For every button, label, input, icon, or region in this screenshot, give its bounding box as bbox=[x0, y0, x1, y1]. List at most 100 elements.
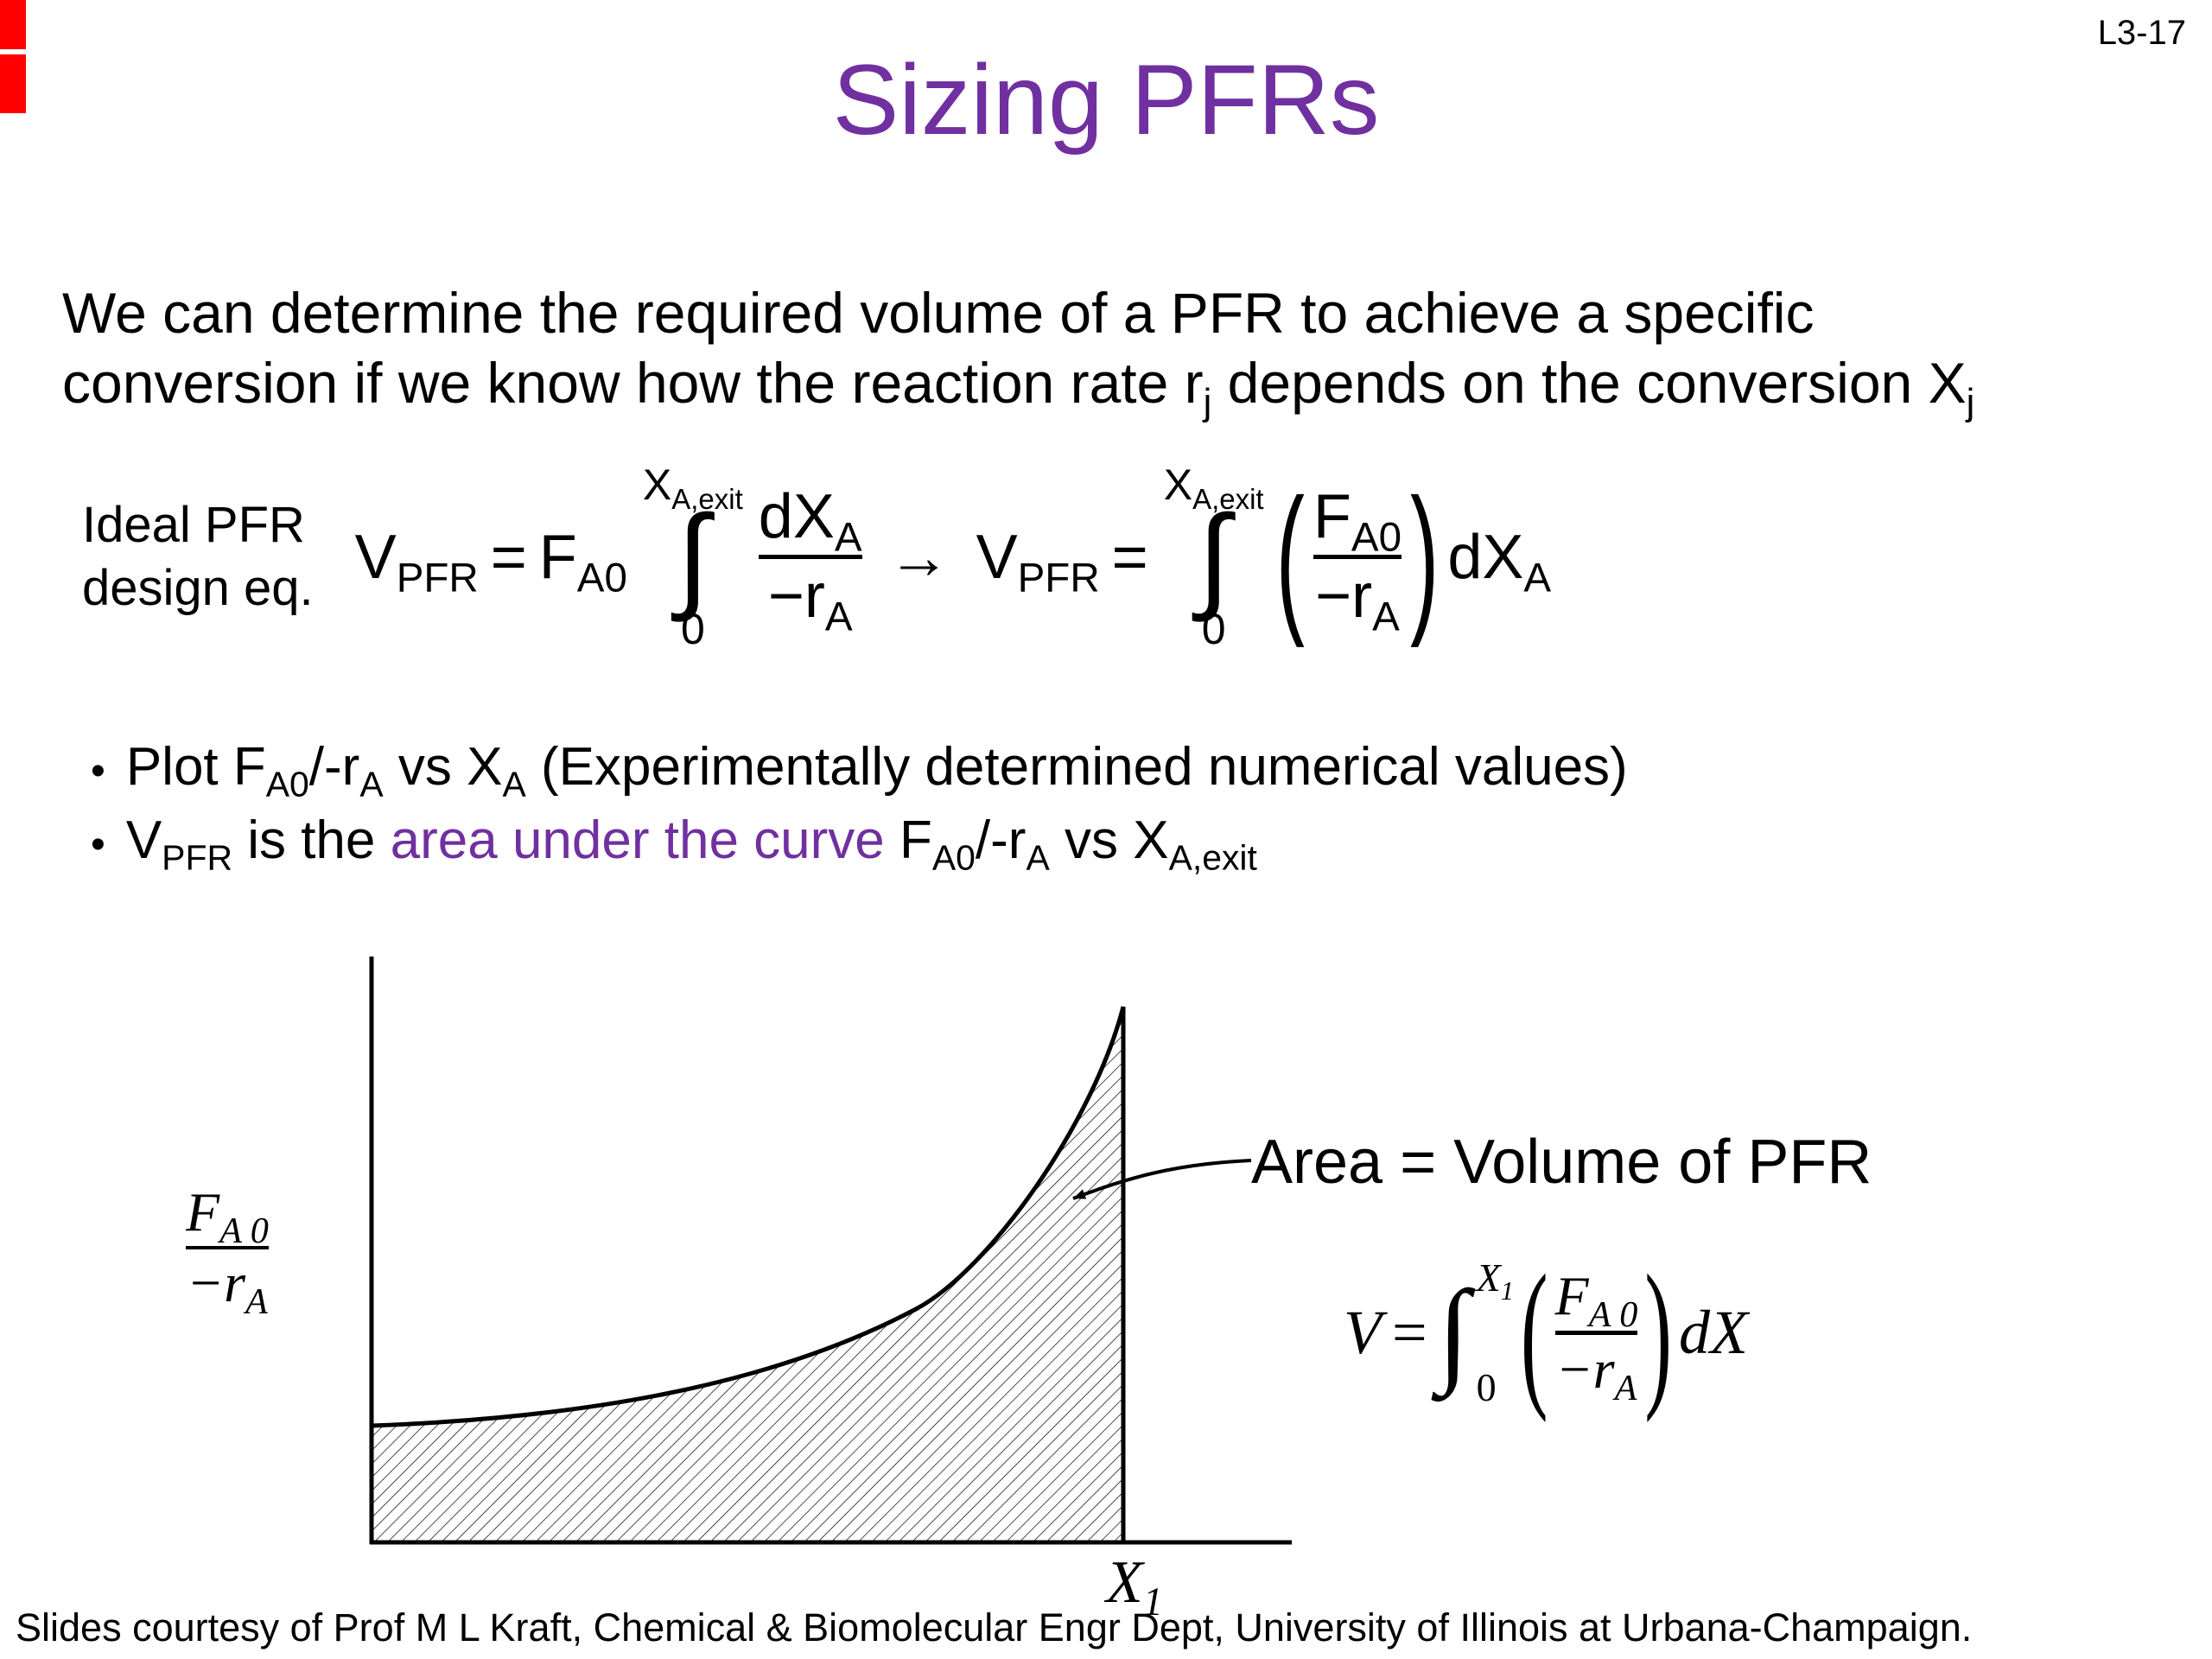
subscript-a: A bbox=[1523, 555, 1552, 601]
subscript-a: A bbox=[1614, 1367, 1637, 1408]
upper-limit: XA,exit bbox=[642, 461, 743, 513]
bullet-list: • Plot FA0/-rA vs XA (Experimentally det… bbox=[91, 736, 1628, 883]
lower-limit: 0 bbox=[1476, 1365, 1497, 1409]
integral-sign: ∫ bbox=[677, 491, 709, 622]
text-run: V bbox=[976, 522, 1018, 592]
page-title: Sizing PFRs bbox=[832, 45, 1380, 156]
numerator: dXA bbox=[758, 481, 862, 557]
text-run: dX bbox=[1447, 522, 1524, 592]
design-eq-row: Ideal PFR design eq. VPFR = FA0 XA,exit … bbox=[82, 462, 1551, 652]
design-eq-label-line-2: design eq. bbox=[82, 559, 314, 616]
bullet-marker: • bbox=[91, 822, 105, 868]
integral-sign: ∫ bbox=[1198, 491, 1230, 622]
text-run: −r bbox=[1315, 562, 1373, 632]
integral-2: XA,exit ∫ 0 bbox=[1164, 462, 1264, 652]
equals-sign-2: = bbox=[1111, 522, 1148, 592]
denominator: −rA bbox=[1555, 1338, 1637, 1406]
v-symbol: V bbox=[1344, 1297, 1382, 1367]
dxa-differential: dXA bbox=[1447, 522, 1551, 599]
volume-integral-equation: V = ∫ X1 0 ( FA 0 −rA ) dX bbox=[1344, 1249, 1748, 1414]
subscript-pfr: PFR bbox=[1017, 555, 1100, 601]
subscript-pfr: PFR bbox=[162, 837, 232, 878]
x-axis-label: X1 bbox=[1106, 1548, 1163, 1622]
fraction-bar bbox=[1313, 555, 1402, 560]
slide-number: L3-17 bbox=[2097, 14, 2186, 52]
text-run: F bbox=[884, 810, 932, 870]
text-run: X bbox=[642, 461, 672, 509]
equals-sign: = bbox=[490, 522, 527, 592]
design-eq-label-line-1: Ideal PFR bbox=[82, 497, 305, 554]
fraction-fa0-over-ra: FA0 −rA bbox=[1313, 481, 1402, 638]
text-run: F bbox=[186, 1181, 220, 1243]
y-axis-label: FA 0 −rA bbox=[186, 1181, 269, 1320]
fraction-dxa-over-ra: dXA −rA bbox=[758, 481, 862, 638]
intro-text: We can determine the required volume of … bbox=[62, 278, 1974, 422]
subscript-j: j bbox=[1966, 381, 1975, 423]
bullet-item-1: • Plot FA0/-rA vs XA (Experimentally det… bbox=[91, 736, 1628, 802]
subscript-a: A bbox=[1026, 837, 1050, 878]
area-under-curve bbox=[372, 1007, 1123, 1542]
y-label-numerator: FA 0 bbox=[186, 1181, 269, 1249]
arrow-symbol: → bbox=[887, 522, 950, 592]
red-bar-top bbox=[0, 0, 26, 49]
text-run: vs X bbox=[1049, 810, 1169, 870]
subscript-a0: A0 bbox=[576, 555, 627, 601]
subscript-a0: A 0 bbox=[219, 1210, 269, 1251]
text-run: (Experimentally determined numerical val… bbox=[525, 737, 1628, 797]
subscript-a0: A0 bbox=[265, 764, 309, 804]
subscript-a: A bbox=[824, 594, 853, 640]
text-run: X bbox=[1476, 1255, 1501, 1300]
text-run: dX bbox=[758, 481, 835, 551]
fraction-bar bbox=[186, 1246, 269, 1250]
design-equation: VPFR = FA0 XA,exit ∫ 0 dXA −rA → VPFR = … bbox=[355, 462, 1551, 652]
rate-curve bbox=[371, 1006, 1126, 1428]
denominator: −rA bbox=[1315, 562, 1400, 638]
subscript-a0: A0 bbox=[931, 837, 976, 878]
lower-limit: 0 bbox=[1201, 605, 1226, 654]
intro-line-2: conversion if we know how the reaction r… bbox=[62, 348, 1974, 422]
bullet-item-2: • VPFR is the area under the curve FA0/-… bbox=[91, 810, 1628, 875]
footer-credit: Slides courtesy of Prof M L Kraft, Chemi… bbox=[16, 1605, 1973, 1649]
text-run: /-r bbox=[308, 737, 360, 797]
text-run: conversion if we know how the reaction r… bbox=[62, 350, 1204, 415]
subscript-a: A bbox=[834, 514, 862, 561]
text-run: F bbox=[1313, 481, 1351, 551]
fa0-coefficient: FA0 bbox=[539, 522, 627, 599]
subscript-a-exit: A,exit bbox=[1192, 483, 1264, 515]
text-run: /-r bbox=[975, 810, 1027, 870]
vpfr-rhs: VPFR bbox=[976, 522, 1100, 599]
design-eq-label: Ideal PFR design eq. bbox=[82, 494, 314, 620]
subscript-a-exit: A,exit bbox=[671, 483, 743, 515]
integral-limits: X1 0 bbox=[1477, 1251, 1514, 1414]
text-run: V bbox=[125, 810, 162, 870]
text-run: is the bbox=[232, 810, 391, 870]
vpfr-lhs: VPFR bbox=[354, 522, 479, 599]
text-run: −r bbox=[1555, 1338, 1615, 1400]
denominator: −rA bbox=[768, 564, 853, 638]
area-arrow bbox=[1072, 1159, 1252, 1200]
equals-sign: = bbox=[1391, 1297, 1427, 1367]
bullet-2-text: VPFR is the area under the curve FA0/-rA… bbox=[125, 810, 1257, 875]
subscript-pfr: PFR bbox=[396, 555, 479, 601]
text-run: vs X bbox=[383, 737, 503, 797]
upper-limit: XA,exit bbox=[1164, 462, 1264, 513]
bullet-marker: • bbox=[91, 748, 105, 794]
intro-line-1: We can determine the required volume of … bbox=[62, 281, 1815, 345]
text-run: V bbox=[354, 522, 397, 592]
subscript-a: A bbox=[359, 764, 384, 804]
subscript-a-exit: A,exit bbox=[1168, 837, 1257, 878]
lower-limit: 0 bbox=[680, 605, 705, 654]
subscript-a0: A 0 bbox=[1588, 1294, 1638, 1336]
close-paren: ) bbox=[1410, 465, 1440, 650]
integral-1: XA,exit ∫ 0 bbox=[643, 462, 743, 652]
numerator: FA 0 bbox=[1555, 1267, 1638, 1333]
subscript-a: A bbox=[245, 1281, 268, 1323]
fraction-bar bbox=[1554, 1330, 1638, 1335]
subscript-1: 1 bbox=[1500, 1276, 1514, 1306]
text-run: −r bbox=[186, 1252, 246, 1314]
integral-sign: ∫ bbox=[1437, 1268, 1470, 1397]
dx-differential: dX bbox=[1678, 1297, 1748, 1367]
subscript-a0: A0 bbox=[1351, 514, 1402, 561]
subscript-a: A bbox=[502, 764, 526, 804]
bullet-1-text: Plot FA0/-rA vs XA (Experimentally deter… bbox=[126, 736, 1628, 802]
